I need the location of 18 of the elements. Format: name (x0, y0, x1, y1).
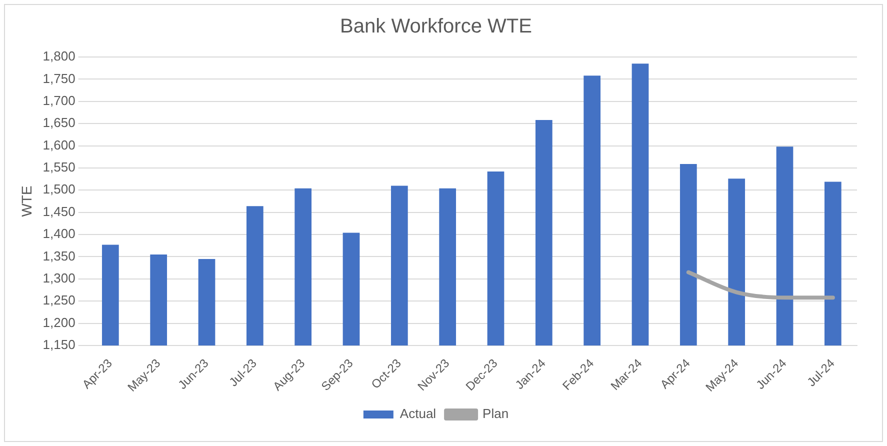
y-tick-label: 1,600 (42, 137, 76, 152)
y-tick-label: 1,500 (42, 182, 76, 197)
y-tick-label: 1,400 (42, 226, 76, 242)
y-tick-label: 1,250 (42, 292, 76, 308)
y-axis-title: WTE (18, 186, 34, 217)
y-tick-label: 1,300 (42, 270, 76, 286)
chart-title: Bank Workforce WTE (340, 16, 532, 38)
legend-label: Plan (482, 406, 509, 422)
y-tick-label: 1,550 (42, 160, 76, 175)
y-tick-label: 1,800 (42, 48, 76, 64)
y-tick-label: 1,350 (42, 248, 76, 264)
y-tick-label: 1,750 (42, 70, 76, 86)
y-tick-label: 1,450 (42, 204, 76, 219)
y-tick-label: 1,700 (42, 92, 76, 108)
y-tick-label: 1,200 (42, 314, 76, 330)
legend-label: Actual (400, 406, 436, 422)
y-tick-label: 1,150 (42, 337, 76, 352)
y-tick-label: 1,650 (42, 115, 76, 130)
